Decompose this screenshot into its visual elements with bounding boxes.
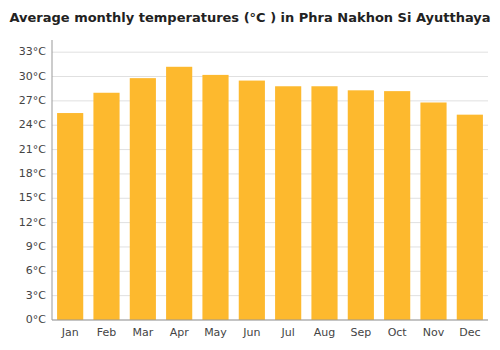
bar (93, 93, 119, 320)
bar (384, 91, 410, 320)
grid-line (52, 320, 488, 321)
y-axis-line (52, 40, 53, 320)
x-tick-label: Mar (132, 326, 153, 339)
x-tick-label: Sep (350, 326, 371, 339)
y-tick-label: 24°C (19, 118, 46, 131)
y-tick-label: 15°C (19, 191, 46, 204)
bar (275, 86, 301, 320)
grid-line (52, 76, 488, 77)
x-tick-label: Jan (61, 326, 79, 339)
grid (52, 52, 488, 320)
bar (420, 102, 446, 320)
bar (57, 113, 83, 320)
y-tick-label: 9°C (26, 240, 46, 253)
y-tick-label: 0°C (26, 313, 46, 326)
y-tick-label: 30°C (19, 70, 46, 83)
x-tick-label: Apr (170, 326, 190, 339)
x-tick-label: Nov (423, 326, 445, 339)
bar (202, 75, 228, 320)
y-tick-label: 6°C (26, 264, 46, 277)
x-tick-label: Feb (97, 326, 116, 339)
x-axis-line (52, 320, 488, 321)
bar (166, 67, 192, 320)
y-tick-label: 3°C (26, 289, 46, 302)
y-tick-label: 33°C (19, 45, 46, 58)
bar (457, 115, 483, 320)
x-tick-label: Aug (314, 326, 335, 339)
bar (311, 86, 337, 320)
bar (348, 90, 374, 320)
x-tick-label: Oct (388, 326, 408, 339)
bar (239, 81, 265, 320)
y-tick-label: 21°C (19, 143, 46, 156)
y-tick-label: 27°C (19, 94, 46, 107)
bars (57, 67, 483, 320)
y-tick-label: 18°C (19, 167, 46, 180)
x-tick-label: Jun (242, 326, 260, 339)
x-tick-label: Dec (459, 326, 480, 339)
y-tick-label: 12°C (19, 216, 46, 229)
title: Average monthly temperatures (°C ) in Ph… (9, 10, 490, 25)
x-tick-label: May (204, 326, 227, 339)
x-tick-label: Jul (281, 326, 295, 339)
bar (130, 78, 156, 320)
grid-line (52, 52, 488, 53)
chart: 0°C 3°C 6°C 9°C 12°C 15°C 18°C 21°C 24°C 27°C 30°C… (0, 0, 500, 350)
